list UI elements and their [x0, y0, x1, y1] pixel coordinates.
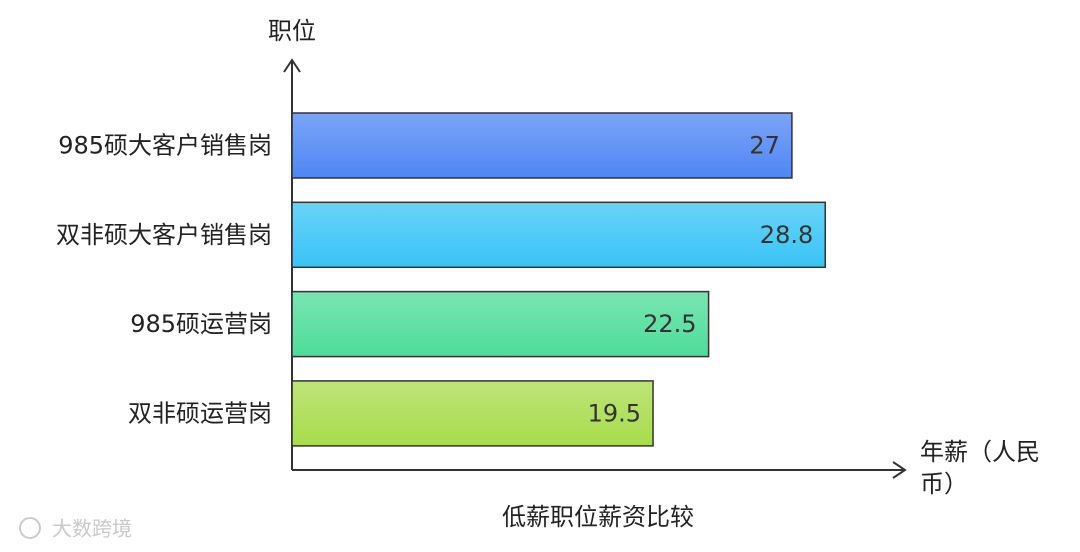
watermark-logo: [19, 517, 41, 539]
value-label: 19.5: [588, 399, 641, 427]
bar: [291, 290, 710, 358]
value-label: 28.8: [760, 221, 813, 249]
y-tick-label: 双非硕运营岗: [128, 399, 272, 427]
y-axis-label: 职位: [268, 17, 316, 45]
x-axis-label: 年薪（人民币）: [920, 438, 1040, 498]
y-tick-label: 985硕大客户销售岗: [58, 132, 272, 160]
y-tick-label: 双非硕大客户销售岗: [56, 221, 272, 249]
y-tick-label: 985硕运营岗: [130, 310, 272, 338]
watermark: 大数跨境: [52, 517, 132, 541]
value-label: 22.5: [643, 310, 696, 338]
value-label: 27: [749, 132, 780, 160]
x-axis-arrow: [892, 461, 907, 479]
y-axis-arrow: [283, 58, 301, 73]
bar: [291, 201, 826, 269]
bar: [291, 380, 654, 447]
bar: [291, 112, 793, 179]
chart-title: 低薪职位薪资比较: [502, 503, 694, 531]
